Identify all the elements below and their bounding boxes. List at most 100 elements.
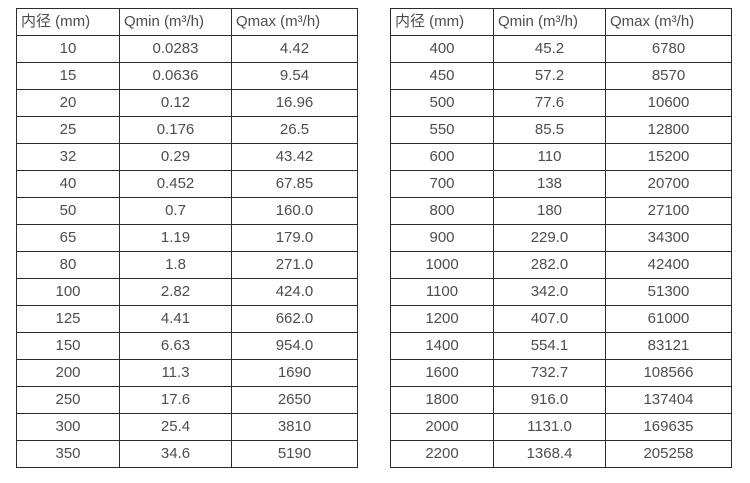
table-cell: 200 <box>16 359 120 387</box>
table-cell: 300 <box>16 413 120 441</box>
table-cell: 1000 <box>390 251 494 279</box>
table-row: 20 0.12 16.96 <box>16 89 358 117</box>
table-cell: 0.7 <box>119 197 232 225</box>
table-row: 900 229.0 34300 <box>390 224 732 252</box>
table-cell: 0.452 <box>119 170 232 198</box>
table-cell: 15 <box>16 62 120 90</box>
flow-table-small-diameters: 内径 (mm) Qmin (m³/h) Qmax (m³/h) 10 0.0283 4.4… <box>16 8 358 468</box>
table-cell: 83121 <box>605 332 732 360</box>
column-header: 内径 (mm) <box>16 8 120 36</box>
table-row: 550 85.5 12800 <box>390 116 732 144</box>
table-cell: 15200 <box>605 143 732 171</box>
column-header: Qmax (m³/h) <box>605 8 732 36</box>
table-cell: 32 <box>16 143 120 171</box>
table-cell: 2200 <box>390 440 494 468</box>
table-cell: 160.0 <box>231 197 358 225</box>
table-cell: 2650 <box>231 386 358 414</box>
table-row: 40 0.452 67.85 <box>16 170 358 198</box>
table-cell: 20 <box>16 89 120 117</box>
table-cell: 271.0 <box>231 251 358 279</box>
table-cell: 1.8 <box>119 251 232 279</box>
table-cell: 6.63 <box>119 332 232 360</box>
table-cell: 1100 <box>390 278 494 306</box>
table-cell: 2000 <box>390 413 494 441</box>
table-cell: 50 <box>16 197 120 225</box>
table-cell: 550 <box>390 116 494 144</box>
table-cell: 5190 <box>231 440 358 468</box>
table-row: 32 0.29 43.42 <box>16 143 358 171</box>
table-cell: 1400 <box>390 332 494 360</box>
table-cell: 77.6 <box>493 89 606 117</box>
table-cell: 27100 <box>605 197 732 225</box>
table-row: 600 110 15200 <box>390 143 732 171</box>
table-cell: 10600 <box>605 89 732 117</box>
table-cell: 205258 <box>605 440 732 468</box>
table-cell: 1200 <box>390 305 494 333</box>
table-cell: 900 <box>390 224 494 252</box>
column-header: Qmin (m³/h) <box>119 8 232 36</box>
table-row: 2200 1368.4 205258 <box>390 440 732 468</box>
table-row: 400 45.2 6780 <box>390 35 732 63</box>
table-cell: 4.42 <box>231 35 358 63</box>
table-cell: 229.0 <box>493 224 606 252</box>
table-cell: 500 <box>390 89 494 117</box>
table-cell: 450 <box>390 62 494 90</box>
table-row: 65 1.19 179.0 <box>16 224 358 252</box>
table-cell: 179.0 <box>231 224 358 252</box>
table-row: 15 0.0636 9.54 <box>16 62 358 90</box>
table-cell: 61000 <box>605 305 732 333</box>
column-header: 内径 (mm) <box>390 8 494 36</box>
table-header-row: 内径 (mm) Qmin (m³/h) Qmax (m³/h) <box>390 8 732 36</box>
table-row: 1600 732.7 108566 <box>390 359 732 387</box>
table-cell: 26.5 <box>231 116 358 144</box>
table-cell: 57.2 <box>493 62 606 90</box>
table-cell: 16.96 <box>231 89 358 117</box>
table-cell: 350 <box>16 440 120 468</box>
table-cell: 169635 <box>605 413 732 441</box>
table-cell: 407.0 <box>493 305 606 333</box>
table-row: 800 180 27100 <box>390 197 732 225</box>
table-row: 50 0.7 160.0 <box>16 197 358 225</box>
table-row: 350 34.6 5190 <box>16 440 358 468</box>
flow-table-large-diameters: 内径 (mm) Qmin (m³/h) Qmax (m³/h) 400 45.2 6780… <box>390 8 732 468</box>
table-cell: 2.82 <box>119 278 232 306</box>
table-cell: 11.3 <box>119 359 232 387</box>
table-cell: 424.0 <box>231 278 358 306</box>
table-cell: 110 <box>493 143 606 171</box>
table-cell: 916.0 <box>493 386 606 414</box>
table-cell: 43.42 <box>231 143 358 171</box>
table-cell: 65 <box>16 224 120 252</box>
table-cell: 3810 <box>231 413 358 441</box>
table-row: 1000 282.0 42400 <box>390 251 732 279</box>
table-cell: 800 <box>390 197 494 225</box>
table-cell: 80 <box>16 251 120 279</box>
table-cell: 34300 <box>605 224 732 252</box>
table-cell: 25.4 <box>119 413 232 441</box>
column-header: Qmax (m³/h) <box>231 8 358 36</box>
table-cell: 400 <box>390 35 494 63</box>
table-cell: 150 <box>16 332 120 360</box>
table-cell: 0.176 <box>119 116 232 144</box>
table-cell: 282.0 <box>493 251 606 279</box>
table-cell: 4.41 <box>119 305 232 333</box>
table-cell: 554.1 <box>493 332 606 360</box>
table-row: 250 17.6 2650 <box>16 386 358 414</box>
table-row: 1100 342.0 51300 <box>390 278 732 306</box>
table-cell: 342.0 <box>493 278 606 306</box>
table-row: 1800 916.0 137404 <box>390 386 732 414</box>
table-cell: 954.0 <box>231 332 358 360</box>
table-cell: 0.0636 <box>119 62 232 90</box>
table-cell: 125 <box>16 305 120 333</box>
table-header-row: 内径 (mm) Qmin (m³/h) Qmax (m³/h) <box>16 8 358 36</box>
table-cell: 1600 <box>390 359 494 387</box>
table-cell: 0.0283 <box>119 35 232 63</box>
table-row: 300 25.4 3810 <box>16 413 358 441</box>
table-cell: 137404 <box>605 386 732 414</box>
table-cell: 34.6 <box>119 440 232 468</box>
table-cell: 9.54 <box>231 62 358 90</box>
table-cell: 662.0 <box>231 305 358 333</box>
table-row: 150 6.63 954.0 <box>16 332 358 360</box>
table-cell: 40 <box>16 170 120 198</box>
table-cell: 1690 <box>231 359 358 387</box>
table-row: 500 77.6 10600 <box>390 89 732 117</box>
